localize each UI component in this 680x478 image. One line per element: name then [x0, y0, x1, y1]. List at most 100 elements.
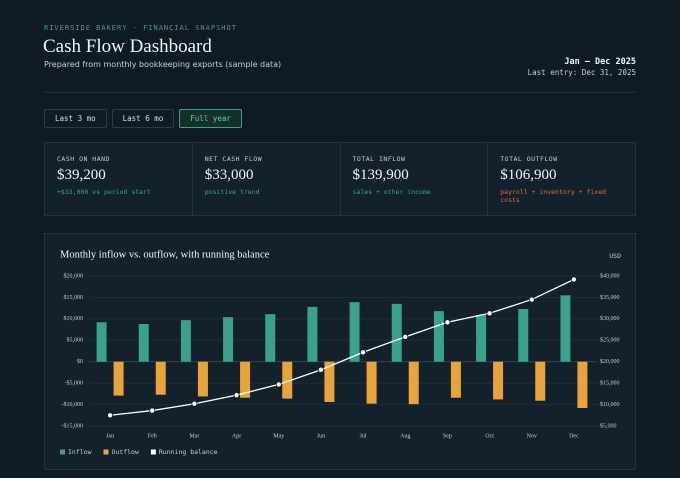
x-tick-label: Jan [106, 433, 114, 439]
kpi-note: positive trend [204, 188, 260, 196]
bar [265, 314, 276, 362]
legend-swatch [103, 449, 109, 455]
bar [577, 361, 588, 408]
kpi-card: TOTAL INFLOW $139,900 sales + other income [339, 143, 488, 215]
x-tick-label: Jul [360, 433, 367, 439]
last-entry: Last entry: Dec 31, 2025 [527, 68, 636, 77]
balance-point [528, 296, 535, 303]
subtitle: Prepared from monthly bookkeeping export… [44, 60, 282, 69]
y2-tick-label: $15,000 [600, 380, 620, 387]
bar [138, 324, 149, 362]
y-tick-label: $10,000 [64, 315, 84, 322]
balance-line [110, 278, 575, 416]
balance-point [402, 333, 409, 340]
legend-swatch [60, 449, 65, 455]
bar [560, 295, 571, 362]
kpi-label: TOTAL INFLOW [352, 155, 406, 163]
kpi-label: CASH ON HAND [57, 155, 110, 163]
bar [96, 322, 107, 362]
eyebrow: RIVERSIDE BAKERY · FINANCIAL SNAPSHOT [44, 24, 237, 32]
range-button[interactable]: Full year [179, 109, 242, 128]
kpi-label: NET CASH FLOW [204, 155, 263, 163]
bar [391, 303, 402, 362]
kpi-value: $139,900 [352, 167, 409, 183]
page-title: Cash Flow Dashboard [43, 36, 212, 57]
y-tick-label: $15,000 [64, 294, 84, 301]
balance-point [317, 366, 324, 373]
y-tick-label: $5,000 [67, 337, 84, 344]
kpi-note: +$33,000 vs period start [57, 188, 151, 196]
bar [155, 361, 166, 395]
period: Jan — Dec 2025 [564, 57, 636, 67]
bar [282, 361, 293, 399]
kpi-value: $39,200 [57, 167, 106, 183]
x-tick-label: May [273, 433, 284, 439]
bar [197, 361, 208, 397]
kpi-note: sales + other income [352, 188, 431, 196]
range-button[interactable]: Last 3 mo [44, 109, 107, 128]
legend-label: Running balance [159, 448, 218, 456]
x-tick-label: Aug [400, 433, 410, 439]
balance-point [191, 400, 198, 407]
bar [113, 361, 124, 396]
chart: Monthly inflow vs. outflow, with running… [60, 249, 621, 456]
y-tick-label: -$10,000 [62, 401, 84, 408]
bar [180, 320, 191, 362]
kpi-label: TOTAL OUTFLOW [500, 155, 558, 163]
x-tick-label: Sep [443, 433, 452, 439]
x-tick-label: Nov [527, 433, 537, 439]
y-tick-label: -$5,000 [65, 380, 84, 387]
balance-point [360, 349, 367, 356]
y2-tick-label: $40,000 [600, 272, 620, 279]
bar [476, 315, 487, 362]
y2-tick-label: $25,000 [600, 337, 620, 344]
x-tick-label: Dec [569, 433, 579, 439]
balance-point [149, 407, 156, 414]
y2-tick-label: $10,000 [600, 401, 620, 408]
x-tick-label: Feb [148, 433, 157, 439]
kpi-panel: CASH ON HAND $39,200 +$33,000 vs period st… [44, 142, 636, 216]
unit-label: USD [609, 252, 621, 260]
y-tick-label: $0 [77, 358, 83, 365]
bar [307, 306, 318, 362]
bar [433, 311, 444, 362]
y2-tick-label: $5,000 [600, 422, 617, 429]
legend-swatch [150, 449, 156, 455]
range-button[interactable]: Last 6 mo [111, 109, 175, 128]
bar [223, 317, 234, 362]
legend-label: Inflow [68, 448, 92, 456]
divider [44, 92, 636, 93]
bar [349, 302, 360, 362]
kpi-note: payroll + inventory + fixed costs [500, 188, 606, 204]
x-tick-label: Oct [485, 433, 494, 439]
chart-panel: Monthly inflow vs. outflow, with running… [44, 233, 636, 470]
y2-tick-label: $35,000 [600, 294, 620, 301]
bar [535, 361, 546, 401]
kpi-card: CASH ON HAND $39,200 +$33,000 vs period st… [45, 143, 192, 215]
balance-point [275, 381, 282, 388]
balance-point [107, 412, 114, 419]
y2-tick-label: $30,000 [600, 315, 620, 322]
kpi-value: $33,000 [204, 167, 254, 183]
chart-title: Monthly inflow vs. outflow, with running… [60, 249, 270, 260]
y-tick-label: $20,000 [64, 272, 84, 279]
kpi-card: NET CASH FLOW $33,000 positive trend [191, 143, 340, 215]
bar [240, 361, 251, 398]
bar [450, 361, 461, 398]
balance-point [570, 276, 577, 283]
bar [518, 309, 529, 362]
balance-point [444, 319, 451, 326]
y-tick-label: -$15,000 [62, 422, 84, 429]
bar [493, 361, 504, 400]
kpi-value: $106,900 [500, 167, 557, 183]
y2-tick-label: $20,000 [600, 358, 620, 365]
range-buttons: Last 3 mo Last 6 mo Full year [44, 109, 242, 128]
bar [408, 361, 419, 405]
balance-point [486, 310, 493, 317]
kpi-card: TOTAL OUTFLOW $106,900 payroll + inventory… [487, 143, 635, 215]
balance-point [233, 392, 240, 399]
legend-label: Outflow [111, 448, 138, 456]
x-tick-label: Jun [317, 433, 325, 439]
x-tick-label: Mar [189, 433, 199, 439]
